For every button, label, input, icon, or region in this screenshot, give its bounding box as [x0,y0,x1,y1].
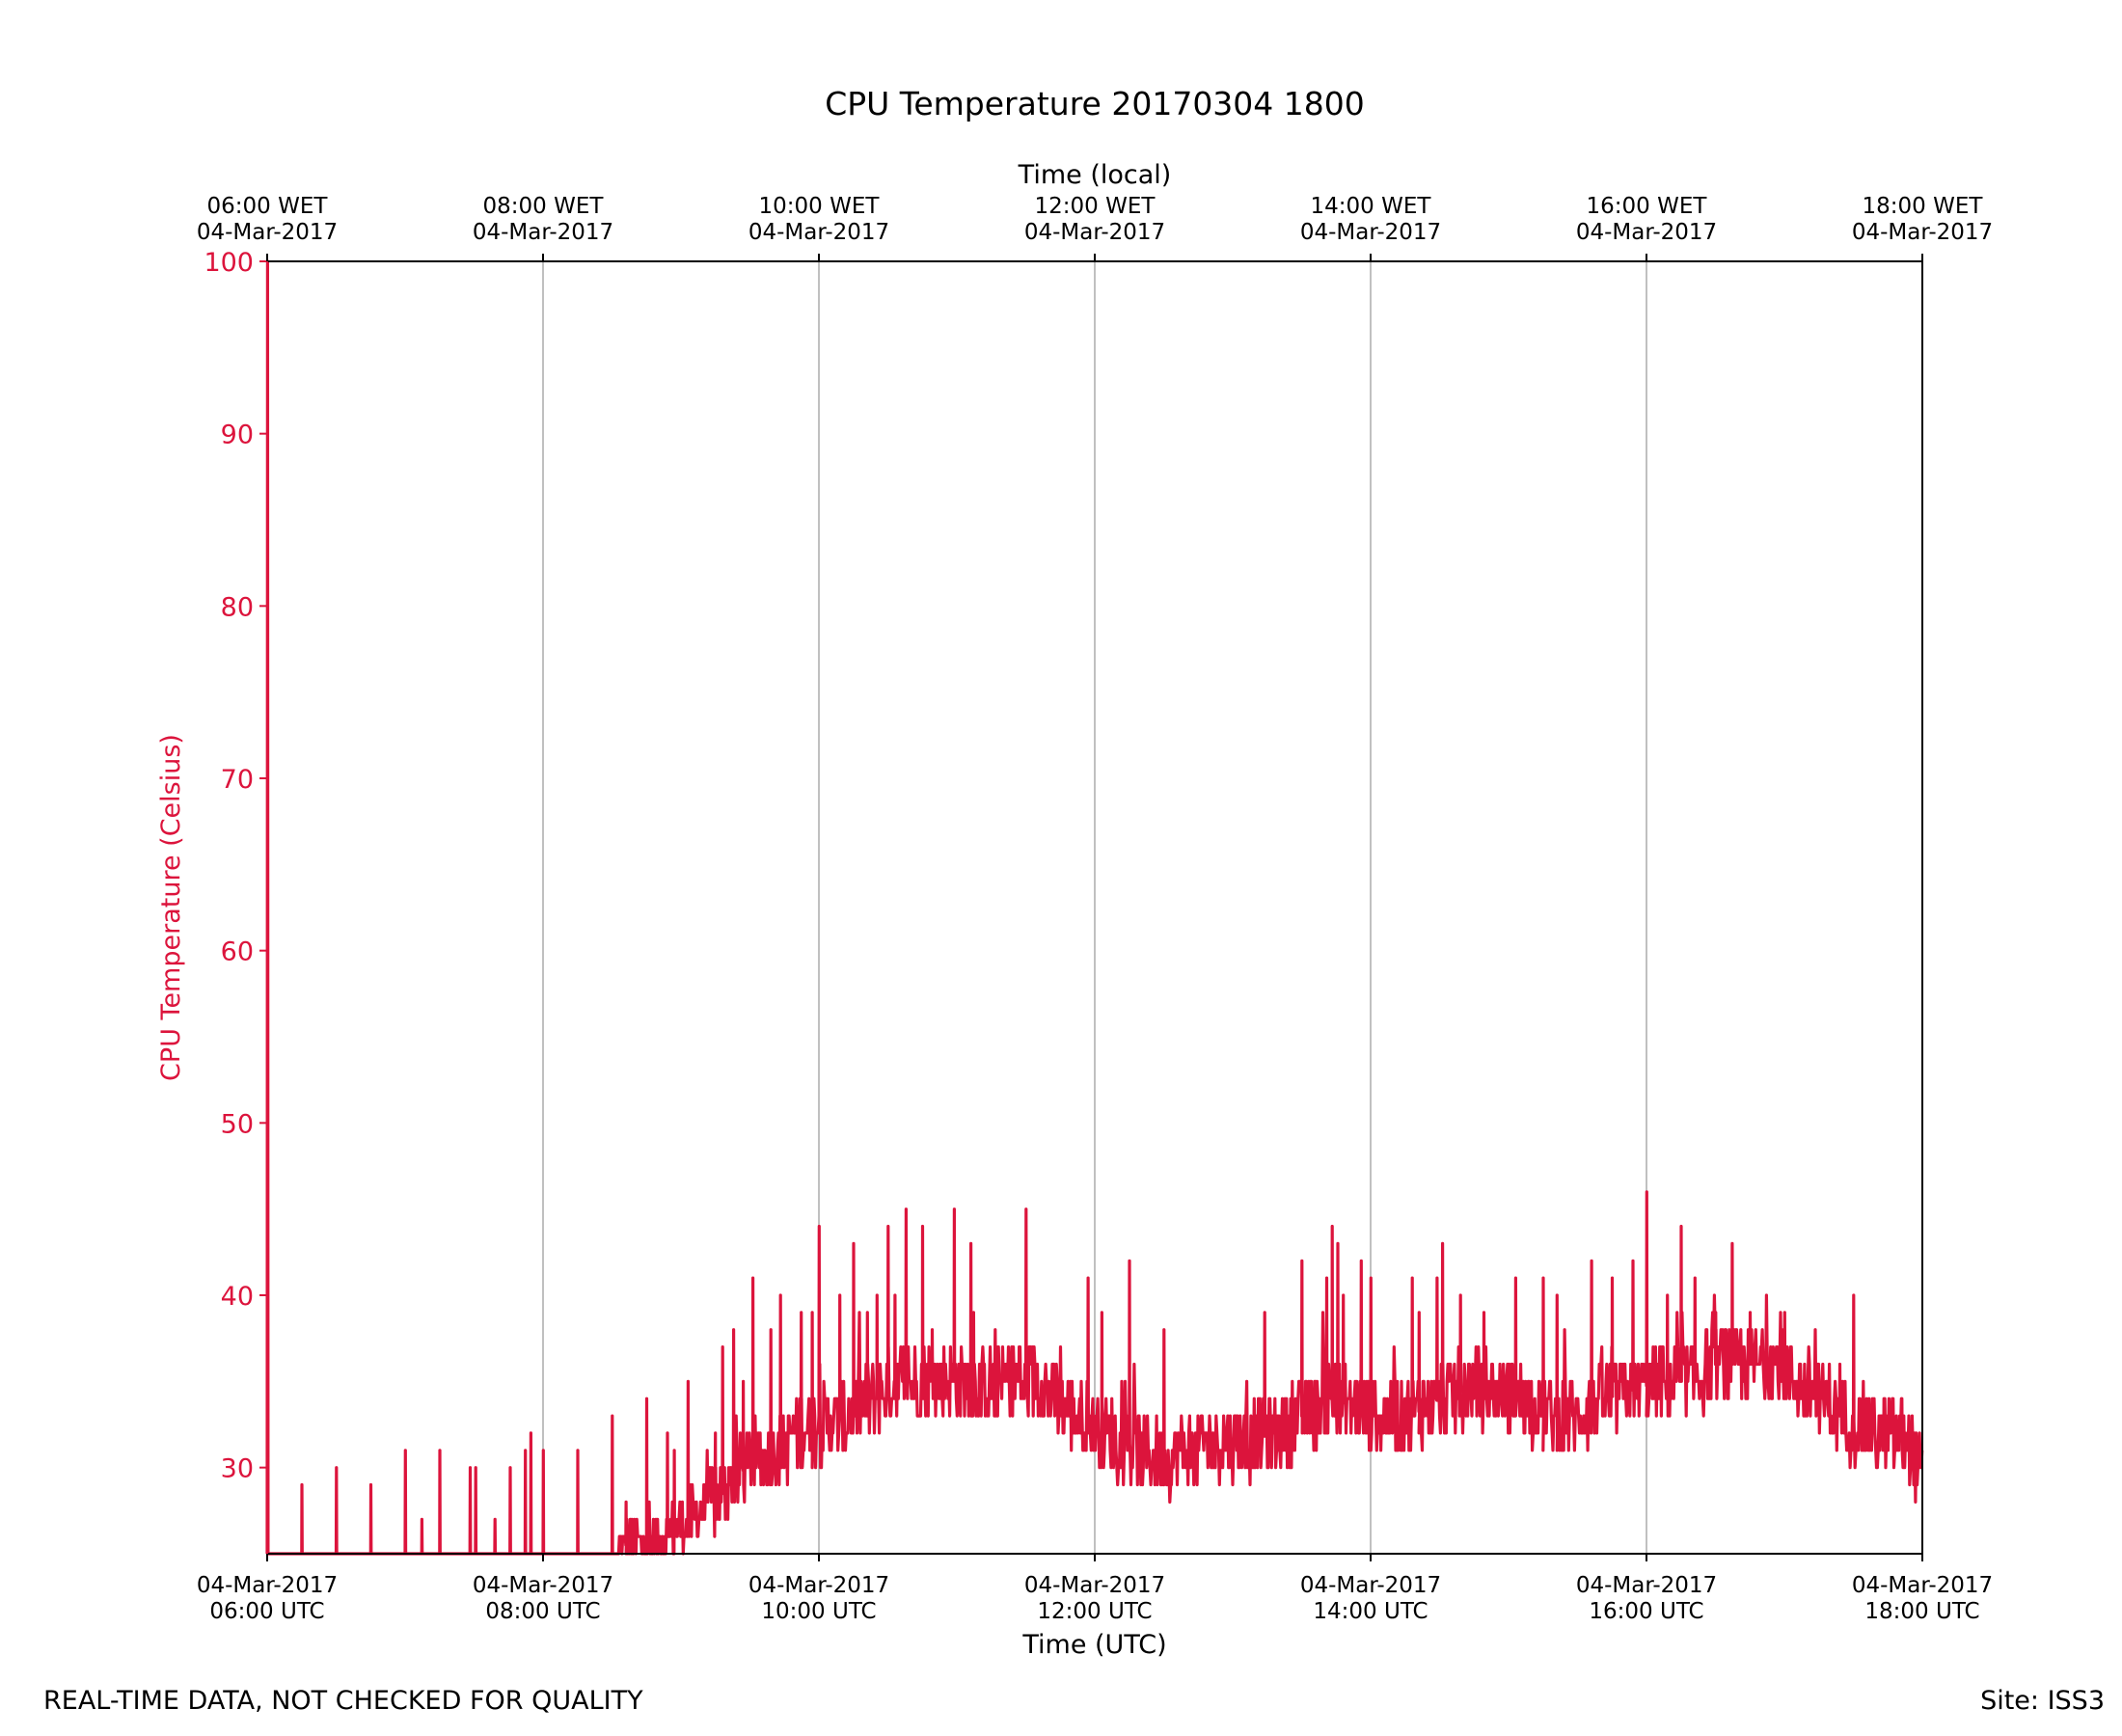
x-top-tick-label-date: 04-Mar-2017 [1300,220,1441,245]
x-tick-label-time: 18:00 UTC [1864,1599,1979,1624]
y-axis-label: CPU Temperature (Celsius) [156,734,186,1081]
x-top-tick-label-time: 18:00 WET [1863,194,1984,219]
x-axis-label: Time (UTC) [1021,1630,1166,1660]
y-tick-label: 80 [221,592,254,622]
x-tick-label-date: 04-Mar-2017 [748,1573,889,1598]
x-top-tick-label-date: 04-Mar-2017 [1576,220,1717,245]
x-top-tick-label-date: 04-Mar-2017 [1852,220,1993,245]
x-top-tick-label-time: 12:00 WET [1035,194,1156,219]
x-top-tick-label-time: 06:00 WET [207,194,329,219]
y-tick-label: 100 [204,248,254,278]
x-top-tick-label-time: 16:00 WET [1587,194,1708,219]
x-tick-label-date: 04-Mar-2017 [1852,1573,1993,1598]
y-tick-label: 50 [221,1109,254,1139]
x-top-tick-label-date: 04-Mar-2017 [473,220,613,245]
x-tick-label-date: 04-Mar-2017 [1300,1573,1441,1598]
x-tick-label-date: 04-Mar-2017 [197,1573,338,1598]
footer-site: Site: ISS3 [1980,1686,2105,1716]
x-tick-label-date: 04-Mar-2017 [1576,1573,1717,1598]
x-top-tick-label-time: 10:00 WET [759,194,881,219]
x-tick-label-time: 16:00 UTC [1589,1599,1703,1624]
y-axis: 30 40 50 60 70 80 90 100 [204,248,268,1554]
y-tick-label: 30 [221,1454,254,1484]
chart-title: CPU Temperature 20170304 1800 [825,85,1365,122]
x-top-tick-label-date: 04-Mar-2017 [748,220,889,245]
y-tick-label: 70 [221,765,254,795]
x-tick-label-date: 04-Mar-2017 [473,1573,613,1598]
x-tick-label-time: 10:00 UTC [761,1599,876,1624]
x-top-tick-label-time: 14:00 WET [1311,194,1432,219]
x-top-tick-label-date: 04-Mar-2017 [1024,220,1165,245]
footer-disclaimer: REAL-TIME DATA, NOT CHECKED FOR QUALITY [43,1686,643,1716]
y-tick-label: 40 [221,1282,254,1312]
x-tick-label-time: 14:00 UTC [1313,1599,1428,1624]
x-tick-label-time: 12:00 UTC [1037,1599,1152,1624]
y-tick-label: 60 [221,937,254,967]
grid-lines [542,261,1647,1554]
x-tick-label-time: 06:00 UTC [209,1599,324,1624]
x-top-tick-label-date: 04-Mar-2017 [197,220,338,245]
x-tick-label-time: 08:00 UTC [485,1599,600,1624]
x-top-tick-label-time: 08:00 WET [483,194,605,219]
top-axis-label: Time (local) [1018,160,1172,190]
x-tick-label-date: 04-Mar-2017 [1024,1573,1165,1598]
y-tick-label: 90 [221,420,254,450]
